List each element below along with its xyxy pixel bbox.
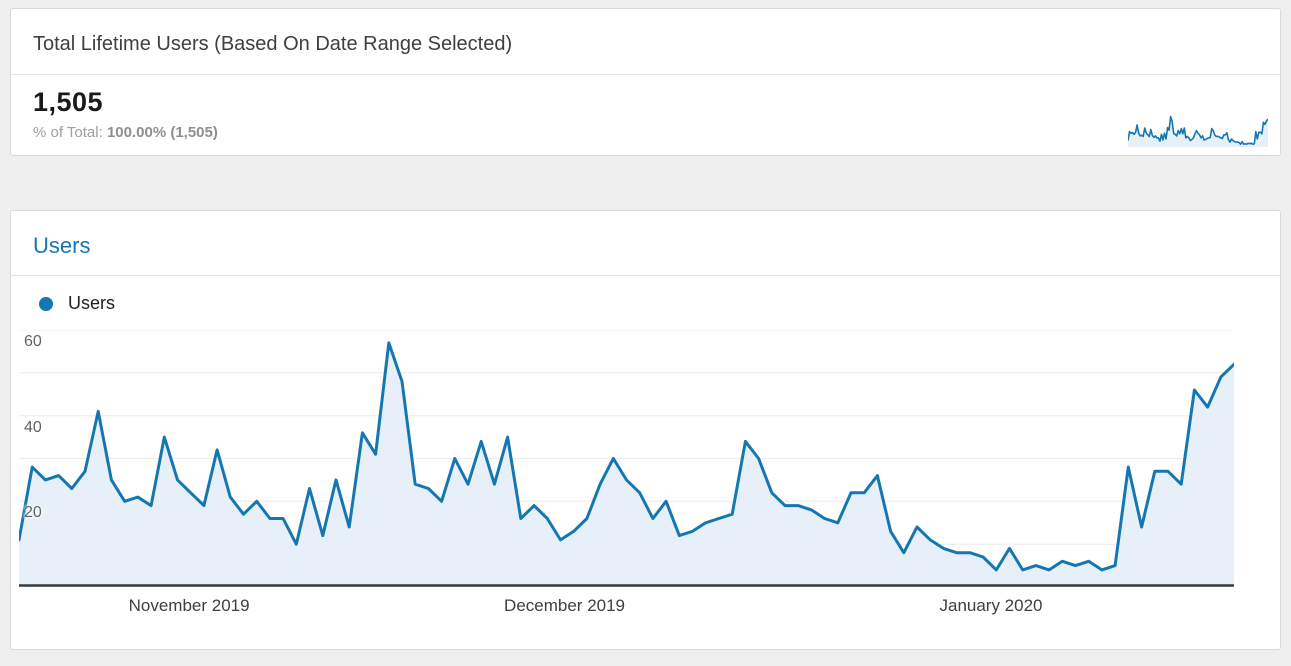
y-tick-label: 20 <box>24 504 42 522</box>
timeline-svg[interactable] <box>19 330 1234 587</box>
chart-legend[interactable]: Users <box>11 276 1280 316</box>
x-tick-label: November 2019 <box>128 596 250 615</box>
users-chart-card: Users Users 20 40 60 November 2019 December… <box>10 210 1281 650</box>
y-tick-label: 40 <box>24 418 42 436</box>
sparkline-chart <box>1127 113 1269 149</box>
summary-card: Total Lifetime Users (Based On Date Rang… <box>10 8 1281 156</box>
legend-dot-icon <box>39 296 53 311</box>
summary-title: Total Lifetime Users (Based On Date Rang… <box>11 9 1280 75</box>
x-tick-label: January 2020 <box>939 596 1043 615</box>
timeline-plot[interactable]: 20 40 60 <box>19 330 1234 587</box>
chart-title: Users <box>11 211 1280 276</box>
percent-prefix: % of Total: <box>33 124 103 141</box>
legend-label: Users <box>68 293 116 313</box>
x-tick-label: December 2019 <box>504 596 626 615</box>
summary-value: 1,505 <box>33 87 104 117</box>
summary-percent-line: % of Total: 100.00% (1,505) <box>11 118 1280 141</box>
percent-total: (1,505) <box>170 124 218 141</box>
x-axis-labels: November 2019 December 2019 January 2020 <box>19 587 1234 627</box>
sparkline-svg <box>1127 115 1269 147</box>
y-tick-label: 60 <box>24 333 42 350</box>
percent-value: 100.00% <box>106 124 167 141</box>
